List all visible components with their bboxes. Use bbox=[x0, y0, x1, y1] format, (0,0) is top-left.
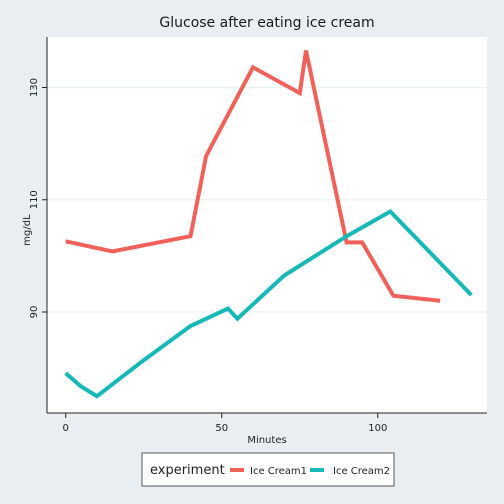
grid-lines bbox=[47, 86, 487, 313]
axes bbox=[46, 37, 487, 414]
y-ticks: 90 110 130 bbox=[29, 78, 47, 318]
x-tick-label: 100 bbox=[368, 423, 387, 434]
x-axis-label: Minutes bbox=[247, 435, 286, 446]
legend-label-ice-cream2: Ice Cream2 bbox=[333, 466, 390, 477]
legend-box bbox=[141, 452, 395, 487]
y-tick-label: 90 bbox=[29, 306, 40, 319]
legend-title: experiment bbox=[150, 463, 225, 478]
chart-title: Glucose after eating ice cream bbox=[159, 15, 374, 31]
legend-label-ice-cream1: Ice Cream1 bbox=[250, 466, 307, 477]
series-group bbox=[64, 50, 473, 399]
x-tick-label: 50 bbox=[215, 423, 228, 434]
series-line-ice-cream2 bbox=[64, 208, 473, 399]
y-tick-label: 130 bbox=[29, 78, 40, 97]
x-tick-label: 0 bbox=[63, 423, 69, 434]
series-line-ice-cream1 bbox=[65, 50, 441, 303]
legend: experiment Ice Cream1 Ice Cream2 bbox=[141, 452, 395, 487]
x-ticks: 0 50 100 bbox=[63, 413, 387, 434]
plot-area bbox=[47, 37, 487, 413]
y-tick-label: 110 bbox=[29, 190, 40, 209]
y-axis-label: mg/dL bbox=[22, 214, 33, 246]
